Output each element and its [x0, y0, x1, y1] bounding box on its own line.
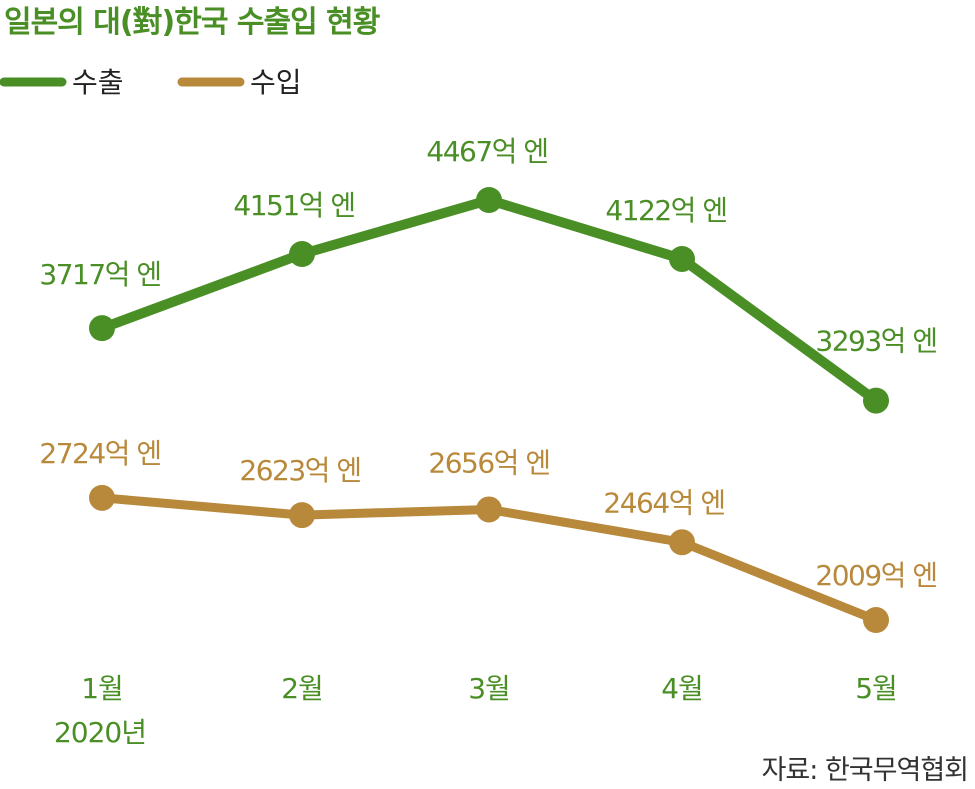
legend-label-import: 수입 — [250, 66, 302, 99]
source-credit: 자료: 한국무역협회 — [762, 755, 968, 786]
x-tick-label-2: 2월 — [281, 672, 323, 705]
data-point-import-3 — [476, 496, 502, 523]
data-label-export-1: 3717억 엔 — [39, 258, 160, 291]
data-point-export-4 — [669, 245, 695, 272]
x-tick-label-1: 1월 — [81, 672, 123, 705]
chart-title: 일본의 대(對)한국 수출입 현황 — [4, 5, 380, 40]
x-axis-labels: 1월 2월 3월 4월 5월 — [81, 672, 898, 705]
data-point-import-4 — [669, 529, 695, 556]
data-label-export-5: 3293억 엔 — [815, 325, 936, 358]
data-point-import-5 — [863, 607, 889, 633]
x-tick-label-5: 5월 — [855, 672, 897, 705]
data-point-export-5 — [863, 387, 889, 414]
data-point-import-1 — [89, 484, 115, 511]
data-label-export-4: 4122억 엔 — [605, 194, 726, 227]
data-label-import-2: 2623억 엔 — [239, 454, 360, 487]
data-label-import-4: 2464억 엔 — [603, 486, 724, 519]
series-line-export — [97, 195, 881, 406]
data-label-import-5: 2009억 엔 — [815, 559, 936, 592]
data-label-export-3: 4467억 엔 — [426, 135, 547, 168]
x-tick-label-4: 4월 — [661, 672, 703, 705]
x-tick-label-3: 3월 — [468, 672, 510, 705]
data-point-export-1 — [89, 315, 115, 342]
data-label-import-1: 2724억 엔 — [39, 437, 160, 470]
data-label-import-3: 2656억 엔 — [428, 446, 549, 479]
plot-area: 3717억 엔 4151억 엔 4467억 엔 4122억 엔 3293억 엔 2724억… — [39, 135, 938, 633]
data-label-export-2: 4151억 엔 — [233, 189, 354, 222]
legend: 수출 수입 — [0, 66, 302, 99]
data-point-export-3 — [476, 187, 502, 213]
data-point-export-2 — [289, 240, 315, 267]
year-label: 2020년 — [54, 716, 146, 749]
data-point-import-2 — [289, 502, 315, 529]
legend-label-export: 수출 — [72, 66, 124, 99]
